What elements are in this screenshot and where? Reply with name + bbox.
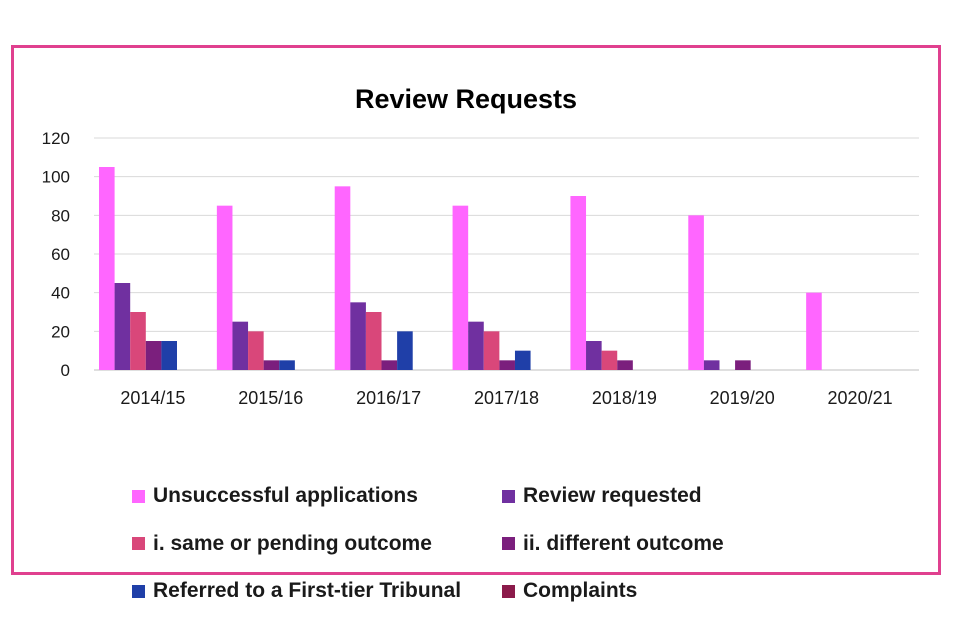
bar-2018-19-s3 <box>617 360 633 370</box>
x-tick-label: 2016/17 <box>356 388 421 408</box>
bar-2017-18-s0 <box>452 205 469 370</box>
legend-swatch <box>132 489 145 503</box>
legend-swatch <box>502 584 515 598</box>
y-tick-label: 60 <box>51 245 70 264</box>
bar-2015-16-s4 <box>279 360 295 370</box>
bar-2018-19-s2 <box>601 350 618 370</box>
legend-label: Referred to a First-tier Tribunal <box>153 579 462 602</box>
bar-2014-15-s4 <box>161 341 177 370</box>
legend-item: Referred to a First-tier Tribunal <box>132 579 461 603</box>
legend-item: Complaints <box>502 579 637 603</box>
legend-label: i. same or pending outcome <box>153 531 432 555</box>
legend-label: Unsuccessful applications <box>153 484 418 507</box>
legend-item: i. same or pending outcome <box>132 532 432 556</box>
y-tick-label: 100 <box>42 168 70 187</box>
y-axis-ticks: 0 20 40 60 80 100 120 <box>42 129 70 380</box>
bar-2016-17-s3 <box>381 360 398 370</box>
bar-2019-20-s0 <box>688 215 704 370</box>
bar-2017-18-s3 <box>499 360 515 370</box>
bar-2019-20-s3 <box>735 360 751 370</box>
chart-frame: Review Requests 0 20 40 60 80 100 120 2014/15 2… <box>11 45 941 602</box>
legend-item: ii. different outcome <box>502 532 724 556</box>
legend-swatch <box>502 489 515 503</box>
x-tick-label: 2019/20 <box>710 388 775 408</box>
chart-title: Review Requests <box>355 84 577 114</box>
x-tick-label: 2020/21 <box>828 388 893 408</box>
bar-2018-19-s0 <box>570 196 587 370</box>
legend-item: Review requested <box>502 484 702 508</box>
y-tick-label: 40 <box>51 284 70 303</box>
bars <box>99 167 822 370</box>
legend-label: ii. different outcome <box>523 531 724 555</box>
bar-2019-20-s1 <box>703 360 720 370</box>
bar-2014-15-s0 <box>99 167 115 370</box>
x-axis-ticks: 2014/15 2015/16 2016/17 2017/18 2018/19 2019/… <box>120 388 892 408</box>
y-tick-label: 0 <box>61 361 70 380</box>
bar-2020-21-s0 <box>806 292 822 370</box>
legend-swatch <box>502 537 515 550</box>
legend-swatch <box>132 584 145 598</box>
bar-2016-17-s1 <box>350 302 366 370</box>
bar-2015-16-s0 <box>216 205 233 370</box>
y-tick-label: 20 <box>51 322 70 341</box>
legend-label: Review requested <box>523 484 702 507</box>
bar-2016-17-s0 <box>334 186 351 370</box>
x-tick-label: 2018/19 <box>592 388 657 408</box>
legend-label: Complaints <box>523 579 638 602</box>
bar-2017-18-s2 <box>483 331 500 370</box>
x-tick-label: 2014/15 <box>120 388 185 408</box>
bar-2015-16-s1 <box>232 321 249 370</box>
bar-2016-17-s2 <box>365 312 382 370</box>
bar-2014-15-s2 <box>130 312 146 370</box>
bar-2015-16-s2 <box>248 331 264 370</box>
bar-2017-18-s1 <box>468 321 484 370</box>
legend-item: Unsuccessful applications <box>132 484 418 508</box>
bar-2018-19-s1 <box>586 341 602 370</box>
bar-2015-16-s3 <box>263 360 280 370</box>
y-tick-label: 120 <box>42 129 70 148</box>
bar-2014-15-s3 <box>145 341 162 370</box>
x-tick-label: 2017/18 <box>474 388 539 408</box>
x-tick-label: 2015/16 <box>238 388 303 408</box>
bar-2014-15-s1 <box>114 283 131 370</box>
bar-2017-18-s4 <box>514 350 531 370</box>
legend-swatch <box>132 537 145 550</box>
bar-2016-17-s4 <box>397 331 413 370</box>
y-tick-label: 80 <box>51 206 70 225</box>
